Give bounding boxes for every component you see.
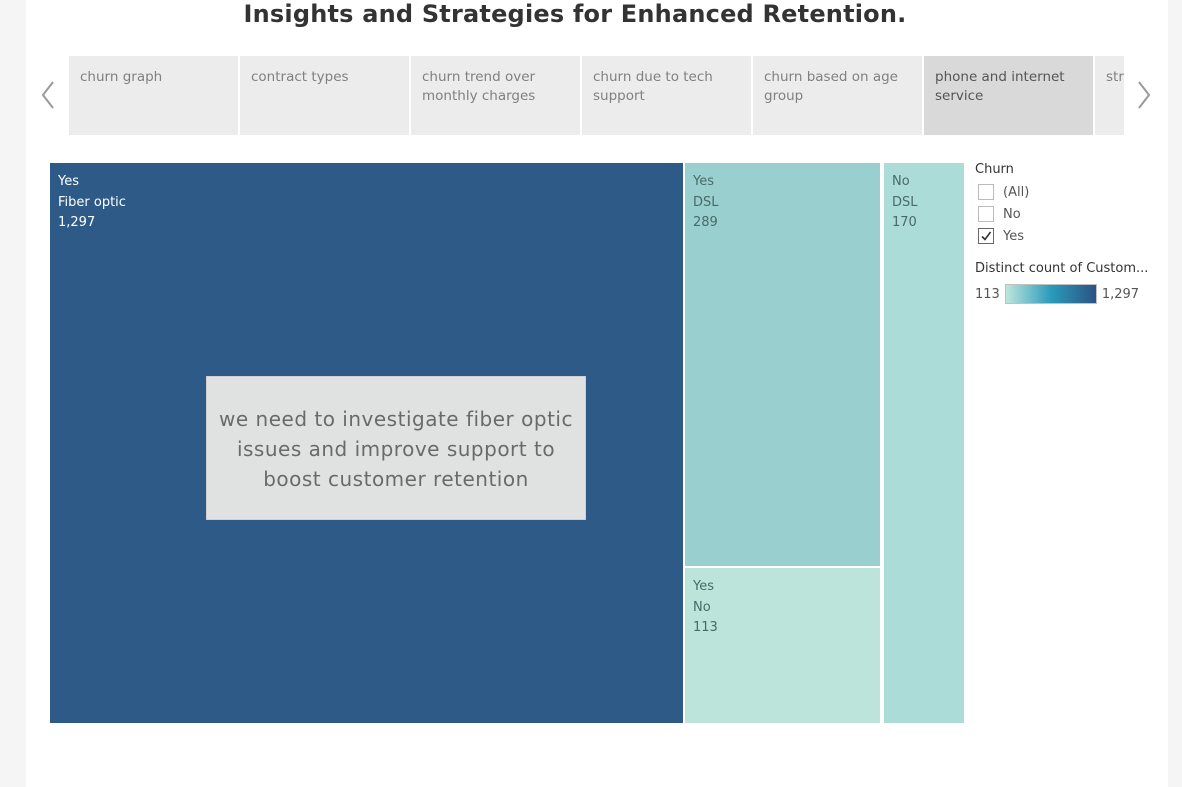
tab-phone-internet-service[interactable]: phone and internet service (924, 56, 1093, 135)
story-navigator: churn graph contract types churn trend o… (69, 56, 1124, 135)
tab-churn-trend-monthly-charges[interactable]: churn trend over monthly charges (411, 56, 580, 135)
checkbox[interactable] (978, 206, 994, 222)
cell-churn-label: Yes (693, 174, 714, 189)
cell-count-label: 170 (892, 215, 917, 230)
cell-service-label: No (693, 599, 711, 615)
cell-service-label: Fiber optic (58, 194, 126, 210)
cell-service-label: DSL (892, 194, 918, 210)
color-legend-min: 113 (975, 286, 1000, 302)
tab-churn-graph[interactable]: churn graph (69, 56, 238, 135)
annotation-box: we need to investigate fiber optic issue… (206, 376, 586, 520)
color-legend-title: Distinct count of Custom... (975, 261, 1149, 276)
cell-churn-label: Yes (693, 579, 714, 594)
legend-panel: Churn (All) No Yes Distinct count of Cus… (975, 162, 1165, 304)
treemap-cell-yes-dsl[interactable]: Yes DSL 289 (685, 163, 880, 566)
chevron-right-icon[interactable] (1132, 78, 1156, 112)
color-ramp (1004, 284, 1097, 304)
cell-service-label: DSL (693, 194, 719, 210)
cell-count-label: 113 (693, 620, 718, 635)
color-legend-max: 1,297 (1101, 286, 1140, 302)
checkbox-checked[interactable] (978, 228, 994, 244)
filter-option-all[interactable]: (All) (975, 181, 1165, 203)
tab-streaming-tv[interactable]: streaming tv (1095, 56, 1124, 135)
treemap-cell-no-dsl[interactable]: No DSL 170 (884, 163, 964, 723)
tab-churn-age-group[interactable]: churn based on age group (753, 56, 922, 135)
filter-option-yes[interactable]: Yes (975, 225, 1165, 247)
cell-count-label: 289 (693, 215, 718, 230)
cell-count-label: 1,297 (58, 215, 96, 230)
filter-option-no[interactable]: No (975, 203, 1165, 225)
churn-filter-title: Churn (975, 162, 1014, 177)
chevron-left-icon[interactable] (36, 78, 60, 112)
page-title: Insights and Strategies for Enhanced Ret… (243, 0, 907, 28)
checkmark-icon (981, 231, 992, 241)
color-legend: 113 1,297 (975, 284, 1165, 304)
treemap-cell-yes-no[interactable]: Yes No 113 (685, 568, 880, 723)
checkbox[interactable] (978, 184, 994, 200)
cell-churn-label: No (892, 174, 910, 189)
tab-contract-types[interactable]: contract types (240, 56, 409, 135)
tab-churn-tech-support[interactable]: churn due to tech support (582, 56, 751, 135)
cell-churn-label: Yes (58, 174, 79, 189)
